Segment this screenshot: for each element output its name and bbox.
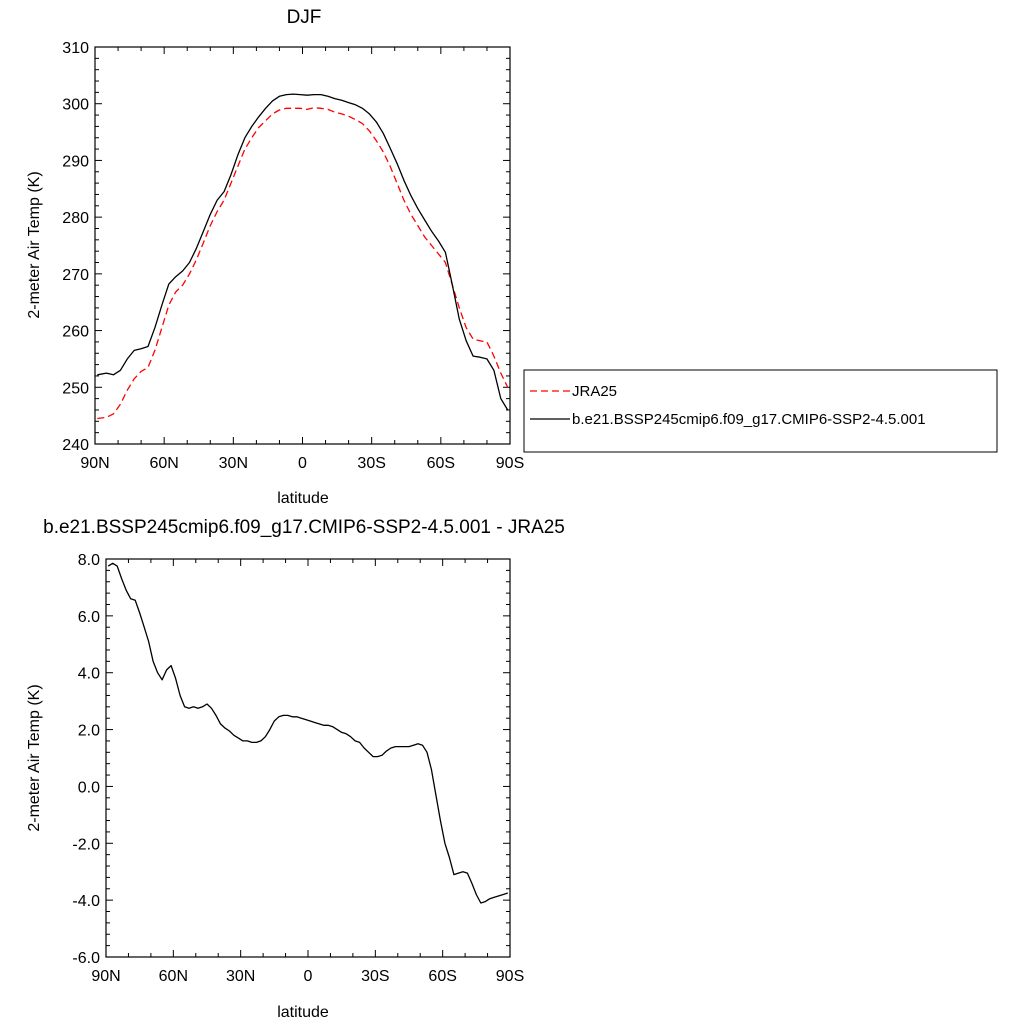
series-line-difference — [107, 562, 509, 904]
y-tick-label: -2.0 — [72, 836, 100, 853]
plot-frame — [94, 46, 511, 445]
x-tick-label: 60S — [427, 455, 455, 472]
y-tick-label: -6.0 — [72, 950, 100, 967]
x-tick-label: 30N — [219, 455, 248, 472]
y-tick-label: 310 — [62, 40, 89, 57]
x-axis-title: latitude — [277, 490, 329, 507]
y-tick-label: 300 — [62, 97, 89, 114]
tick-marks — [105, 558, 511, 958]
y-tick-labels: -6.0 -4.0 -2.0 0.0 2.0 4.0 6.0 8.0 — [72, 552, 100, 967]
x-tick-label: 60N — [149, 455, 178, 472]
panel-difference: b.e21.BSSP245cmip6.f09_g17.CMIP6-SSP2-4.… — [26, 517, 565, 1021]
y-tick-label: 250 — [62, 380, 89, 397]
legend-label-model: b.e21.BSSP245cmip6.f09_g17.CMIP6-SSP2-4.… — [572, 411, 926, 428]
y-tick-label: 240 — [62, 437, 89, 454]
x-tick-label: 90S — [496, 968, 524, 985]
legend: JRA25 b.e21.BSSP245cmip6.f09_g17.CMIP6-S… — [523, 369, 998, 453]
y-tick-label: 290 — [62, 153, 89, 170]
series-layer — [107, 562, 509, 904]
y-tick-label: 280 — [62, 210, 89, 227]
x-tick-labels: 90N 60N 30N 0 30S 60S 90S — [80, 455, 524, 472]
y-tick-label: 270 — [62, 267, 89, 284]
x-tick-label: 0 — [304, 968, 313, 985]
x-tick-label: 90N — [91, 968, 120, 985]
x-tick-label: 30N — [226, 968, 255, 985]
y-tick-label: 260 — [62, 324, 89, 341]
y-tick-labels: 240 250 260 270 280 290 300 310 — [62, 40, 89, 454]
x-tick-label: 60S — [428, 968, 456, 985]
y-tick-label: 4.0 — [78, 666, 100, 683]
x-tick-label: 30S — [357, 455, 385, 472]
x-tick-label: 90S — [496, 455, 524, 472]
y-axis-title: 2-meter Air Temp (K) — [26, 684, 43, 831]
series-layer — [97, 93, 509, 420]
y-tick-label: 6.0 — [78, 609, 100, 626]
panel-djf: DJF 90N 60N 30N 0 30S 60S 90S 2402502602702802… — [26, 7, 998, 507]
x-axis-title: latitude — [277, 1004, 329, 1021]
legend-box — [523, 369, 998, 453]
y-tick-label: 2.0 — [78, 723, 100, 740]
x-tick-label: 90N — [80, 455, 109, 472]
series-line-jra25 — [97, 107, 509, 420]
y-axis-title: 2-meter Air Temp (K) — [26, 171, 43, 318]
plot-title: b.e21.BSSP245cmip6.f09_g17.CMIP6-SSP2-4.… — [43, 517, 565, 538]
y-tick-label: 0.0 — [78, 779, 100, 796]
legend-label-jra25: JRA25 — [572, 383, 617, 400]
y-tick-label: -4.0 — [72, 893, 100, 910]
x-tick-labels: 90N 60N 30N 0 30S 60S 90S — [91, 968, 524, 985]
x-tick-label: 60N — [159, 968, 188, 985]
series-line-b-e21-bssp245cmip6-f09-g17-cmip6-ssp2-4-5-001 — [97, 93, 509, 411]
y-tick-label: 8.0 — [78, 552, 100, 569]
x-tick-label: 0 — [298, 455, 307, 472]
plot-title: DJF — [287, 7, 322, 28]
plot-frame — [105, 558, 511, 958]
x-tick-label: 30S — [361, 968, 389, 985]
